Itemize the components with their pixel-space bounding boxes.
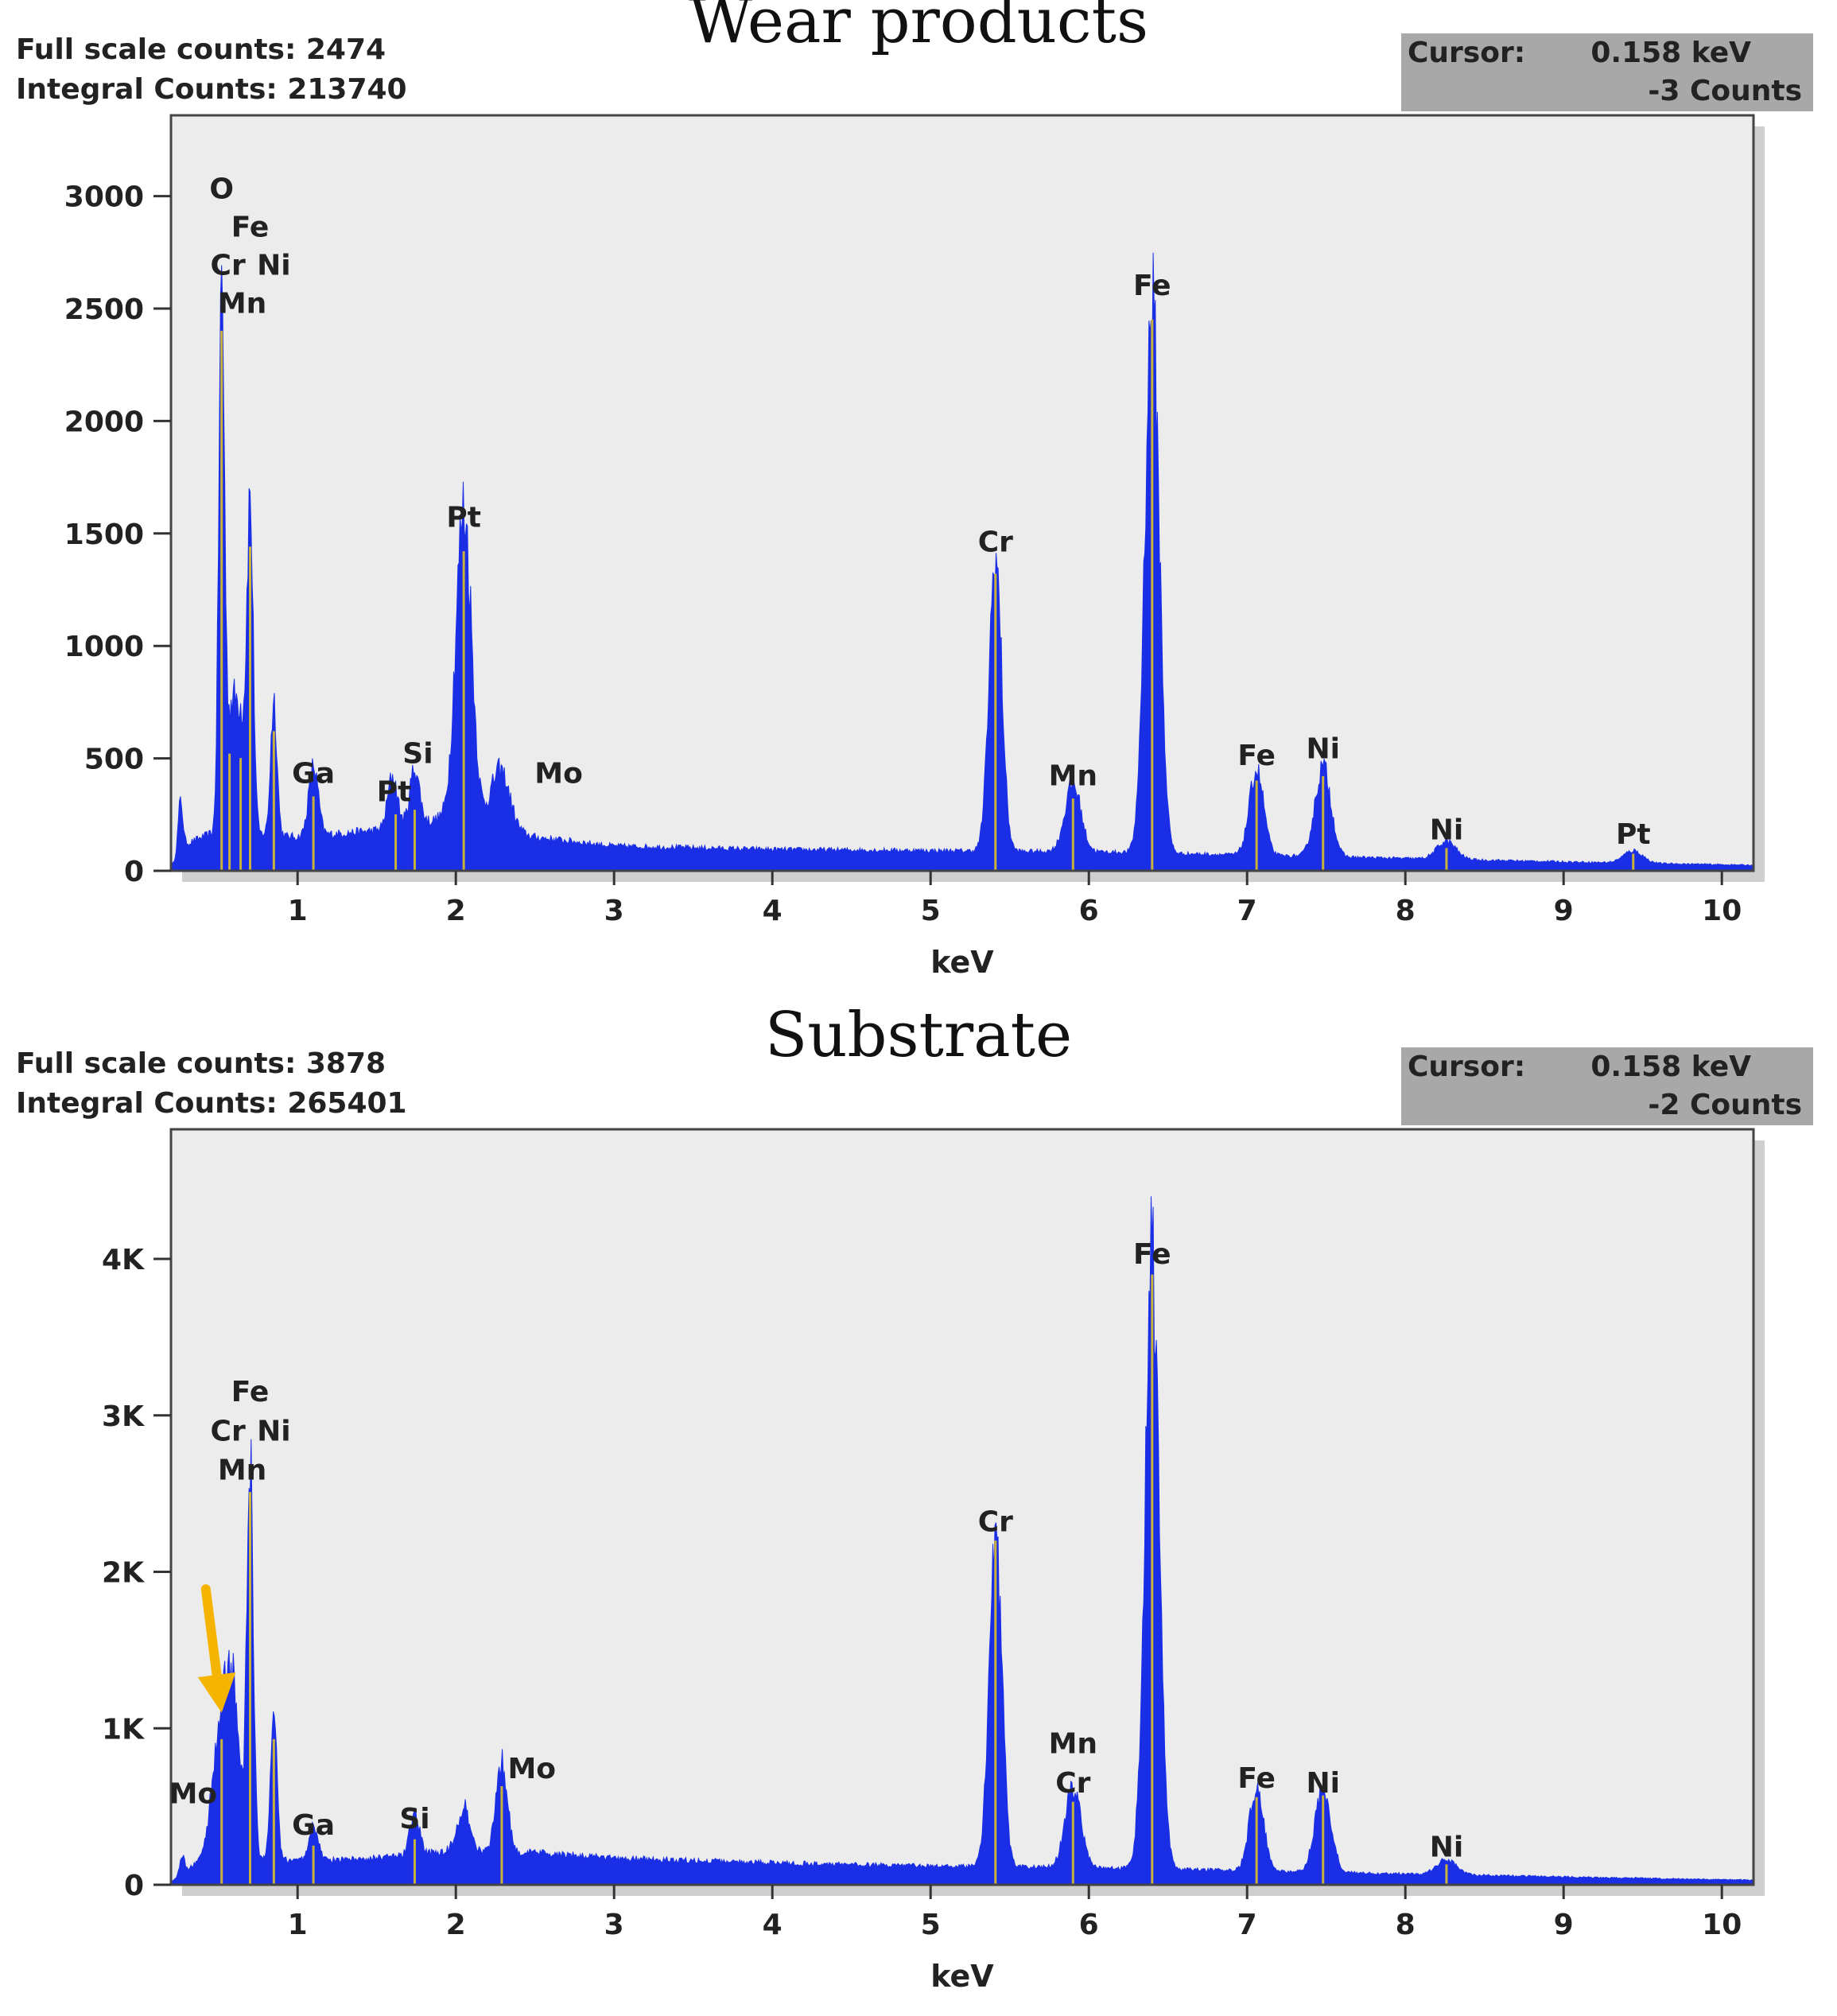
x-tick-label: 2 — [446, 1909, 466, 1941]
peak-label: Cr — [978, 1505, 1013, 1538]
y-tick-label: 2000 — [64, 406, 144, 438]
y-tick-label: 2500 — [64, 293, 144, 326]
peak-label: Ni — [1306, 733, 1339, 766]
x-tick-label: 9 — [1554, 895, 1574, 927]
peak-label: Mo — [169, 1778, 218, 1811]
peak-label: Pt — [377, 775, 412, 808]
x-tick-label: 8 — [1396, 1909, 1416, 1941]
peak-label: Fe — [1237, 1762, 1276, 1795]
x-tick-label: 10 — [1702, 895, 1742, 927]
spectrum-trace — [170, 1196, 1754, 1886]
y-tick-label: 0 — [124, 1870, 144, 1902]
peak-label: Ni — [1430, 814, 1463, 846]
peak-label: Cr — [1055, 1767, 1090, 1800]
chart-title: Wear products — [689, 0, 1148, 57]
spectrum-trace — [170, 252, 1754, 872]
peak-label: Pt — [1616, 818, 1651, 851]
cursor-counts-value: -3 Counts — [1648, 75, 1802, 107]
panel-wear-products: 0 500 1000 1500 2000 2500 3000 1 2 3 4 5 6 7 8 9 10 keV O F… — [0, 0, 1837, 1002]
x-tick-label: 5 — [921, 895, 941, 927]
cursor-readout: Cursor: 0.158 keV -2 Counts — [1401, 1047, 1813, 1125]
x-tick-label: 6 — [1079, 895, 1099, 927]
peak-label: Si — [399, 1803, 429, 1835]
peak-label: Mn — [1049, 1728, 1097, 1761]
x-tick-label: 3 — [604, 1909, 624, 1941]
peak-label: Mo — [534, 758, 583, 790]
x-tick-label: 1 — [288, 895, 308, 927]
peak-label: Fe — [1133, 1238, 1171, 1271]
cursor-readout: Cursor: 0.158 keV -3 Counts — [1401, 33, 1813, 111]
peak-label: Pt — [446, 501, 481, 534]
cursor-label: Cursor: — [1408, 37, 1526, 69]
stats-block: Full scale counts: 3878 Integral Counts:… — [16, 1044, 407, 1124]
peak-label: Mn — [1049, 760, 1097, 793]
integral-counts: Integral Counts: 213740 — [16, 73, 407, 106]
x-tick-label: 9 — [1554, 1909, 1574, 1941]
peak-label: O — [209, 173, 234, 205]
x-tick-label: 7 — [1237, 895, 1257, 927]
x-axis-title: keV — [930, 945, 994, 980]
highlight-arrow — [200, 1584, 222, 1680]
x-tick-label: 2 — [446, 895, 466, 927]
peak-label: Fe — [231, 211, 270, 243]
peak-label: Ga — [292, 758, 335, 790]
plot-frame — [169, 114, 1755, 872]
x-tick-label: 1 — [288, 1909, 308, 1941]
y-tick-label: 1K — [102, 1713, 145, 1746]
y-tick-label: 3K — [102, 1400, 145, 1433]
cursor-label: Cursor: — [1408, 1051, 1526, 1083]
stats-block: Full scale counts: 2474 Integral Counts:… — [16, 30, 407, 110]
x-tick-label: 8 — [1396, 895, 1416, 927]
peak-label: Cr — [211, 250, 246, 282]
panel-substrate: 0 1K 2K 3K 4K 1 2 3 4 5 6 7 8 9 10 keV Fe Cr Ni Mn Mo Ga Si Mo C… — [0, 1000, 1837, 2016]
plot-area — [169, 114, 1755, 872]
chart-title: Substrate — [764, 1000, 1073, 1071]
full-scale-counts: Full scale counts: 3878 — [16, 1047, 386, 1080]
y-tick-label: 3000 — [64, 181, 144, 214]
cursor-kev-value: 0.158 keV — [1590, 37, 1751, 69]
peak-label: Ga — [292, 1809, 335, 1842]
spectrum-chart-substrate: 0 1K 2K 3K 4K 1 2 3 4 5 6 7 8 9 10 keV Fe Cr Ni Mn Mo Ga Si Mo C… — [102, 1128, 1765, 1994]
y-tick-label: 1000 — [64, 631, 144, 663]
peak-label: Ni — [257, 250, 290, 282]
x-tick-label: 7 — [1237, 1909, 1257, 1941]
peak-label: Cr — [978, 526, 1013, 558]
peak-label: Fe — [1133, 270, 1171, 302]
x-tick-label: 4 — [763, 1909, 783, 1941]
peak-label: Fe — [231, 1376, 270, 1408]
peak-label: Mn — [218, 1454, 266, 1486]
x-axis-title: keV — [930, 1959, 994, 1994]
y-tick-label: 500 — [84, 744, 144, 776]
x-tick-label: 10 — [1702, 1909, 1742, 1941]
cursor-counts-value: -2 Counts — [1648, 1089, 1802, 1121]
cursor-kev-value: 0.158 keV — [1590, 1051, 1751, 1083]
peak-label: Fe — [1237, 740, 1276, 772]
highlight-arrow-head — [197, 1672, 236, 1713]
peak-label: Si — [402, 737, 433, 770]
peak-label: Cr — [211, 1415, 246, 1447]
peak-label: Ni — [1306, 1767, 1339, 1800]
y-tick-label: 0 — [124, 856, 144, 888]
x-tick-label: 3 — [604, 895, 624, 927]
peak-label: Mo — [507, 1753, 556, 1785]
peak-label: Mn — [218, 288, 266, 320]
y-tick-label: 1500 — [64, 519, 144, 551]
x-tick-label: 4 — [763, 895, 783, 927]
x-tick-label: 6 — [1079, 1909, 1099, 1941]
peak-label: Ni — [257, 1415, 290, 1447]
full-scale-counts: Full scale counts: 2474 — [16, 33, 386, 66]
integral-counts: Integral Counts: 265401 — [16, 1087, 407, 1120]
plot-frame — [169, 1128, 1755, 1886]
x-tick-label: 5 — [921, 1909, 941, 1941]
plot-area — [169, 1128, 1755, 1886]
y-tick-label: 4K — [102, 1244, 145, 1276]
peak-label: Ni — [1430, 1831, 1463, 1864]
y-tick-label: 2K — [102, 1557, 145, 1590]
